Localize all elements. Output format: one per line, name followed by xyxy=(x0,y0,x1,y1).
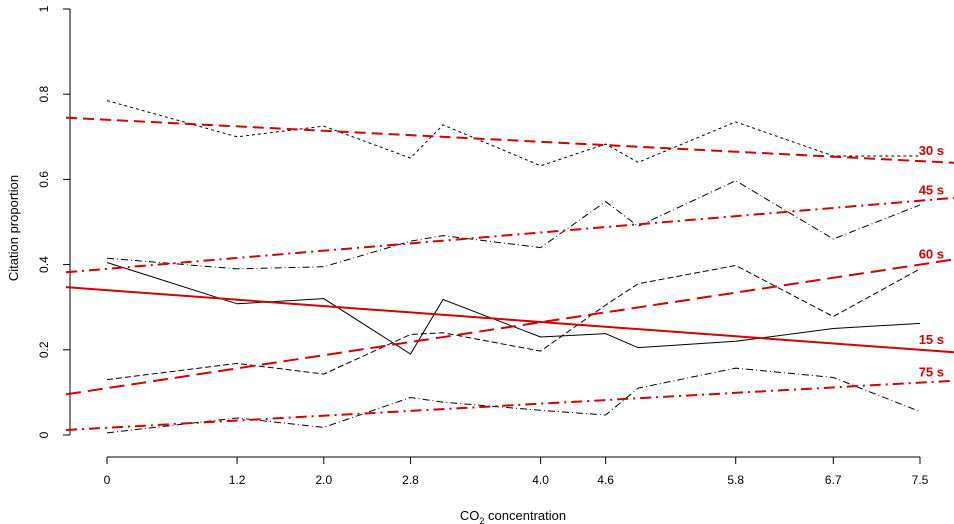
x-tick-label: 0 xyxy=(104,473,111,487)
observed-line xyxy=(106,367,921,434)
x-tick-label: 1.2 xyxy=(229,473,246,487)
y-axis: 0 0.2 0.4 0.6 0.8 1 xyxy=(37,5,71,438)
x-tick-label: 6.7 xyxy=(825,473,842,487)
x-tick-label: 2.0 xyxy=(315,473,332,487)
series-label: 30 s xyxy=(919,143,944,158)
fitted-series xyxy=(65,116,954,432)
observed-line xyxy=(106,264,921,381)
observed-line xyxy=(106,261,921,355)
fitted-line xyxy=(65,258,954,396)
observed-series xyxy=(106,100,921,434)
x-axis-title-subscript: 2 xyxy=(479,516,484,524)
x-tick-label: 4.6 xyxy=(597,473,614,487)
series-labels: 30 s 45 s 60 s 15 s 75 s xyxy=(919,143,944,380)
fitted-line xyxy=(65,116,954,164)
y-axis-title: Citation proportion xyxy=(6,175,21,281)
x-axis: 0 1.2 2.0 2.8 4.0 4.6 5.8 6.7 7.5 xyxy=(104,456,929,487)
x-ticks: 0 1.2 2.0 2.8 4.0 4.6 5.8 6.7 7.5 xyxy=(104,457,929,487)
y-tick-label: 0 xyxy=(37,431,51,438)
x-axis-title-rest: concentration xyxy=(484,508,566,523)
x-tick-label: 7.5 xyxy=(912,473,929,487)
x-tick-label: 4.0 xyxy=(532,473,549,487)
y-tick-label: 0.6 xyxy=(37,171,51,188)
fitted-line xyxy=(65,196,954,274)
series-label: 75 s xyxy=(919,365,944,380)
series-label: 15 s xyxy=(919,332,944,347)
y-tick-label: 0.8 xyxy=(37,86,51,103)
y-tick-label: 1 xyxy=(37,5,51,12)
observed-line xyxy=(106,100,920,167)
x-axis-title-main: CO xyxy=(460,508,480,523)
series-label: 60 s xyxy=(919,247,944,262)
x-axis-title: CO2 concentration xyxy=(460,508,566,524)
series-label: 45 s xyxy=(919,183,944,198)
observed-line xyxy=(106,180,921,270)
x-tick-label: 5.8 xyxy=(727,473,744,487)
y-ticks: 0 0.2 0.4 0.6 0.8 1 xyxy=(37,5,70,438)
fitted-line xyxy=(65,286,954,354)
y-tick-label: 0.4 xyxy=(37,256,51,273)
y-tick-label: 0.2 xyxy=(37,341,51,358)
x-tick-label: 2.8 xyxy=(402,473,419,487)
fitted-line xyxy=(65,379,954,432)
